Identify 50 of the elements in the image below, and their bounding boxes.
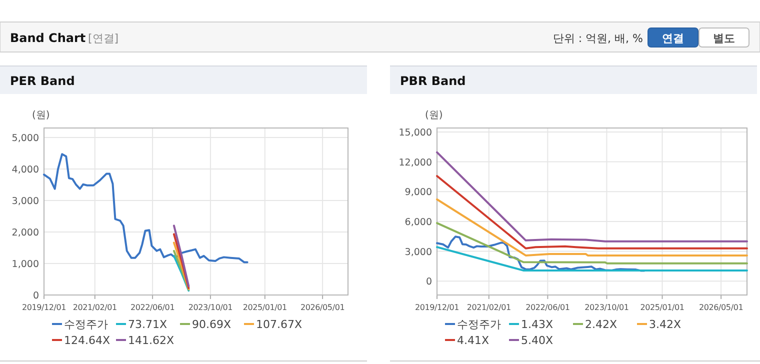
- legend-label: 141.62X: [128, 334, 174, 347]
- legend-label: 3.42X: [649, 318, 682, 331]
- x-tick-label: 2021/02/01: [72, 303, 118, 312]
- legend-label: 124.64X: [64, 334, 110, 347]
- line-series: [436, 222, 748, 264]
- text: 연결: [662, 32, 684, 45]
- x-tick-label: 2026/05/01: [300, 303, 345, 312]
- y-tick-label: 0: [426, 276, 432, 288]
- y-tick-label: 15,000: [398, 127, 432, 138]
- x-tick-label: 2023/10/01: [584, 303, 629, 312]
- line-series: [436, 236, 646, 272]
- legend-label: 90.69X: [192, 318, 232, 331]
- y-tick-label: 9,000: [404, 187, 432, 198]
- y-tick-label: 5,000: [12, 132, 39, 144]
- chart-title: PBR Band: [400, 74, 466, 88]
- x-tick-label: 2023/10/01: [188, 303, 233, 312]
- x-tick-label: 2025/01/01: [640, 303, 684, 312]
- legend-label: 4.41X: [457, 334, 490, 347]
- legend-label: 수정주가: [457, 318, 501, 331]
- y-tick-label: 1,000: [12, 258, 39, 270]
- x-tick-label: 2022/06/01: [526, 303, 570, 312]
- text: 별도: [713, 32, 735, 45]
- line-series: [436, 175, 748, 250]
- x-tick-label: 2022/06/01: [130, 303, 175, 312]
- x-tick-label: 2021/02/01: [466, 303, 512, 312]
- legend-label: 1.43X: [521, 318, 554, 331]
- y-tick-label: 12,000: [398, 157, 432, 168]
- text: 단위 : 억원, 배, %: [552, 32, 643, 45]
- chart-title: PER Band: [10, 74, 75, 88]
- y-tick-label: 6,000: [404, 216, 432, 228]
- legend-label: 2.42X: [585, 318, 618, 331]
- y-axis-title: (원): [32, 110, 50, 121]
- legend-label: 5.40X: [521, 334, 554, 347]
- legend-label: 107.67X: [256, 318, 302, 331]
- legend-label: 수정주가: [64, 318, 108, 331]
- text: Band Chart: [10, 31, 86, 45]
- text: [연결]: [88, 32, 119, 45]
- y-tick-label: 4,000: [12, 164, 39, 176]
- line-series: [43, 153, 248, 264]
- y-axis-title: (원): [425, 110, 443, 121]
- x-tick-label: 2019/12/01: [414, 303, 460, 312]
- y-tick-label: 3,000: [404, 246, 432, 258]
- y-tick-label: 0: [32, 290, 39, 302]
- line-series: [436, 151, 748, 242]
- legend-label: 73.71X: [128, 318, 168, 331]
- x-tick-label: 2025/01/01: [242, 303, 288, 312]
- x-tick-label: 2019/12/01: [22, 303, 66, 312]
- y-tick-label: 2,000: [12, 227, 39, 238]
- y-tick-label: 3,000: [12, 196, 39, 207]
- x-tick-label: 2026/05/01: [698, 303, 744, 312]
